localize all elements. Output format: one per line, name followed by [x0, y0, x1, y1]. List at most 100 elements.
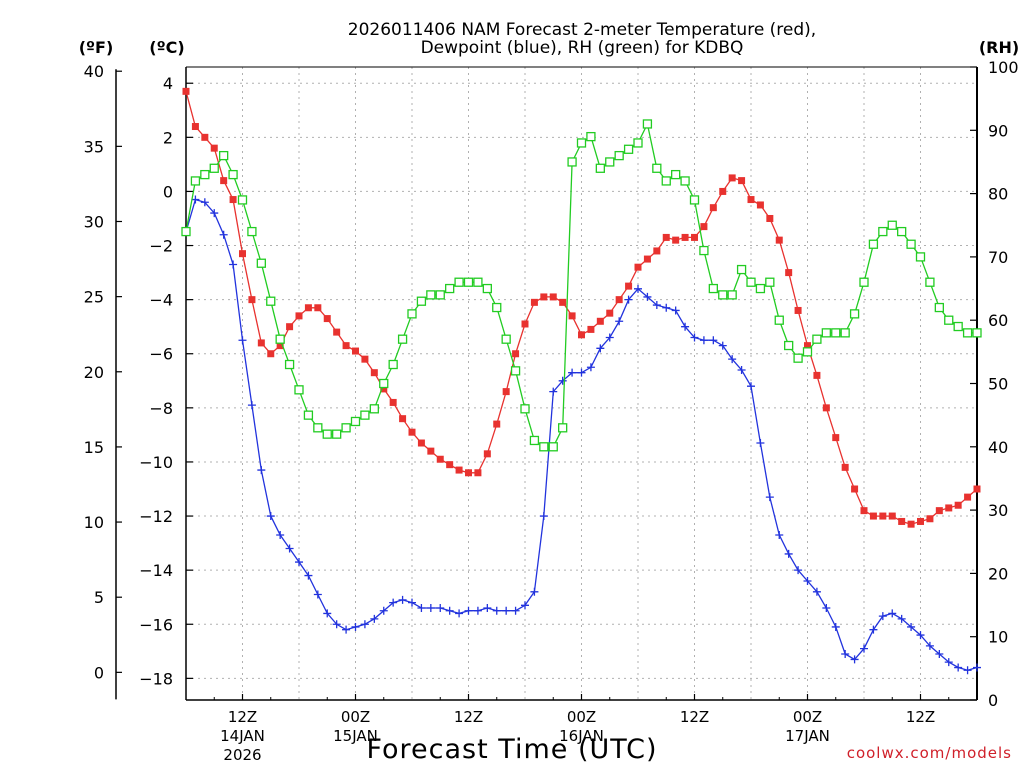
relative-humidity-point: [586, 131, 596, 142]
2-meter-temperature-point: [314, 304, 322, 312]
relative-humidity-point: [567, 157, 577, 167]
dewpoint-point: [464, 606, 473, 615]
dewpoint-point: [634, 284, 642, 293]
relative-humidity-point: [699, 245, 709, 256]
celsius-tick-label: −16: [139, 615, 173, 634]
dewpoint-point: [332, 620, 341, 629]
dewpoint-point: [652, 301, 661, 310]
dewpoint-point: [379, 606, 388, 615]
source-credit: coolwx.com/models: [847, 744, 1012, 762]
dewpoint-point: [502, 606, 511, 615]
rh-axis-unit: (RH): [979, 38, 1019, 57]
celsius-axis: 4 2 0 −2 −4 −6 −8 −10 −12 −14 −16 −18: [139, 74, 193, 688]
dewpoint-point: [219, 230, 228, 239]
relative-humidity-point: [671, 169, 681, 180]
dewpoint-point: [586, 363, 595, 372]
dewpoint-point: [662, 303, 671, 312]
dewpoint-point: [765, 493, 774, 502]
dewpoint-point: [822, 604, 831, 613]
celsius-tick-label: −4: [149, 291, 173, 310]
fahrenheit-tick-label: 40: [84, 62, 104, 81]
2-meter-temperature-point: [474, 469, 482, 477]
dewpoint-point: [850, 655, 859, 664]
relative-humidity-point: [633, 138, 643, 148]
2-meter-temperature-point: [502, 388, 510, 396]
2-meter-temperature-point: [446, 461, 454, 469]
2-meter-temperature-point: [747, 196, 755, 204]
dewpoint-point: [558, 376, 567, 385]
dewpoint-point: [643, 292, 652, 301]
dewpoint-point: [756, 439, 765, 448]
relative-humidity-point: [925, 277, 935, 287]
dewpoint-point: [888, 609, 897, 618]
relative-humidity-point: [708, 283, 718, 294]
2-meter-temperature-point: [182, 87, 190, 95]
chart-title-line2: Dewpoint (blue), RH (green) for KDBQ: [421, 38, 744, 58]
dewpoint-point: [295, 558, 303, 567]
2-meter-temperature-point: [728, 174, 736, 182]
time-tick-label: 12Z: [228, 708, 257, 726]
dewpoint-point: [671, 306, 680, 315]
relative-humidity-point: [548, 442, 558, 452]
relative-humidity-point: [426, 290, 436, 300]
time-tick-date: 16JAN: [559, 727, 604, 745]
fahrenheit-tick-label: 25: [84, 288, 104, 307]
relative-humidity-point: [369, 404, 379, 414]
relative-humidity-point: [397, 334, 408, 344]
dewpoint-point: [812, 587, 821, 596]
dewpoint-point: [690, 333, 699, 342]
relative-humidity-point: [416, 296, 427, 306]
2-meter-temperature-point: [643, 255, 651, 263]
relative-humidity-point: [802, 347, 813, 357]
relative-humidity-point: [642, 119, 653, 129]
relative-humidity-point: [539, 442, 549, 452]
relative-humidity-point: [529, 435, 540, 446]
celsius-tick-label: −12: [139, 507, 173, 526]
relative-humidity-point: [878, 226, 888, 237]
relative-humidity-point: [256, 258, 266, 268]
dewpoint-point: [492, 606, 501, 615]
relative-humidity-point: [266, 296, 276, 306]
2-meter-temperature-point: [700, 223, 708, 231]
rh-tick-label: 80: [988, 185, 1008, 204]
2-meter-temperature-point: [370, 369, 378, 377]
2-meter-temperature-point: [389, 398, 397, 406]
chart-title-line1: 2026011406 NAM Forecast 2-meter Temperat…: [348, 20, 816, 40]
relative-humidity-point: [303, 410, 314, 420]
rh-tick-label: 50: [988, 375, 1008, 394]
2-meter-temperature-point: [841, 463, 849, 471]
2-meter-temperature-point: [239, 250, 246, 258]
2-meter-temperature-point: [945, 504, 953, 512]
dewpoint-point: [728, 355, 737, 364]
celsius-tick-label: −18: [139, 669, 173, 688]
rh-tick-label: 40: [988, 438, 1008, 457]
2-meter-temperature-point: [813, 371, 821, 379]
relative-humidity-point: [831, 328, 841, 338]
relative-humidity-point: [435, 290, 445, 300]
relative-humidity-point: [482, 283, 492, 294]
relative-humidity-point: [181, 226, 191, 237]
relative-humidity-point: [454, 277, 464, 287]
2-meter-temperature-point: [869, 512, 877, 520]
dewpoint-point: [775, 530, 784, 539]
plot-frame: [185, 66, 978, 701]
dewpoint-point: [568, 368, 577, 377]
relative-humidity-point: [473, 277, 483, 287]
dewpoint-point: [605, 333, 614, 342]
2-meter-temperature-point: [352, 347, 359, 355]
rh-tick-label: 30: [988, 501, 1008, 520]
dewpoint-point: [530, 587, 539, 596]
dewpoint-point: [313, 590, 322, 599]
2-meter-temperature-point: [568, 312, 576, 320]
2-meter-temperature-point: [408, 428, 416, 436]
2-meter-temperature-point: [794, 306, 802, 314]
2-meter-temperature-point: [804, 342, 811, 350]
relative-humidity-point: [322, 429, 332, 439]
2-meter-temperature-point: [191, 123, 199, 131]
time-tick-date: 15JAN: [333, 727, 378, 745]
dewpoint-point: [925, 641, 934, 650]
dewpoint-point: [596, 344, 605, 353]
relative-humidity-point: [623, 144, 634, 154]
celsius-tick-label: −14: [139, 561, 173, 580]
dewpoint-point: [360, 620, 369, 629]
